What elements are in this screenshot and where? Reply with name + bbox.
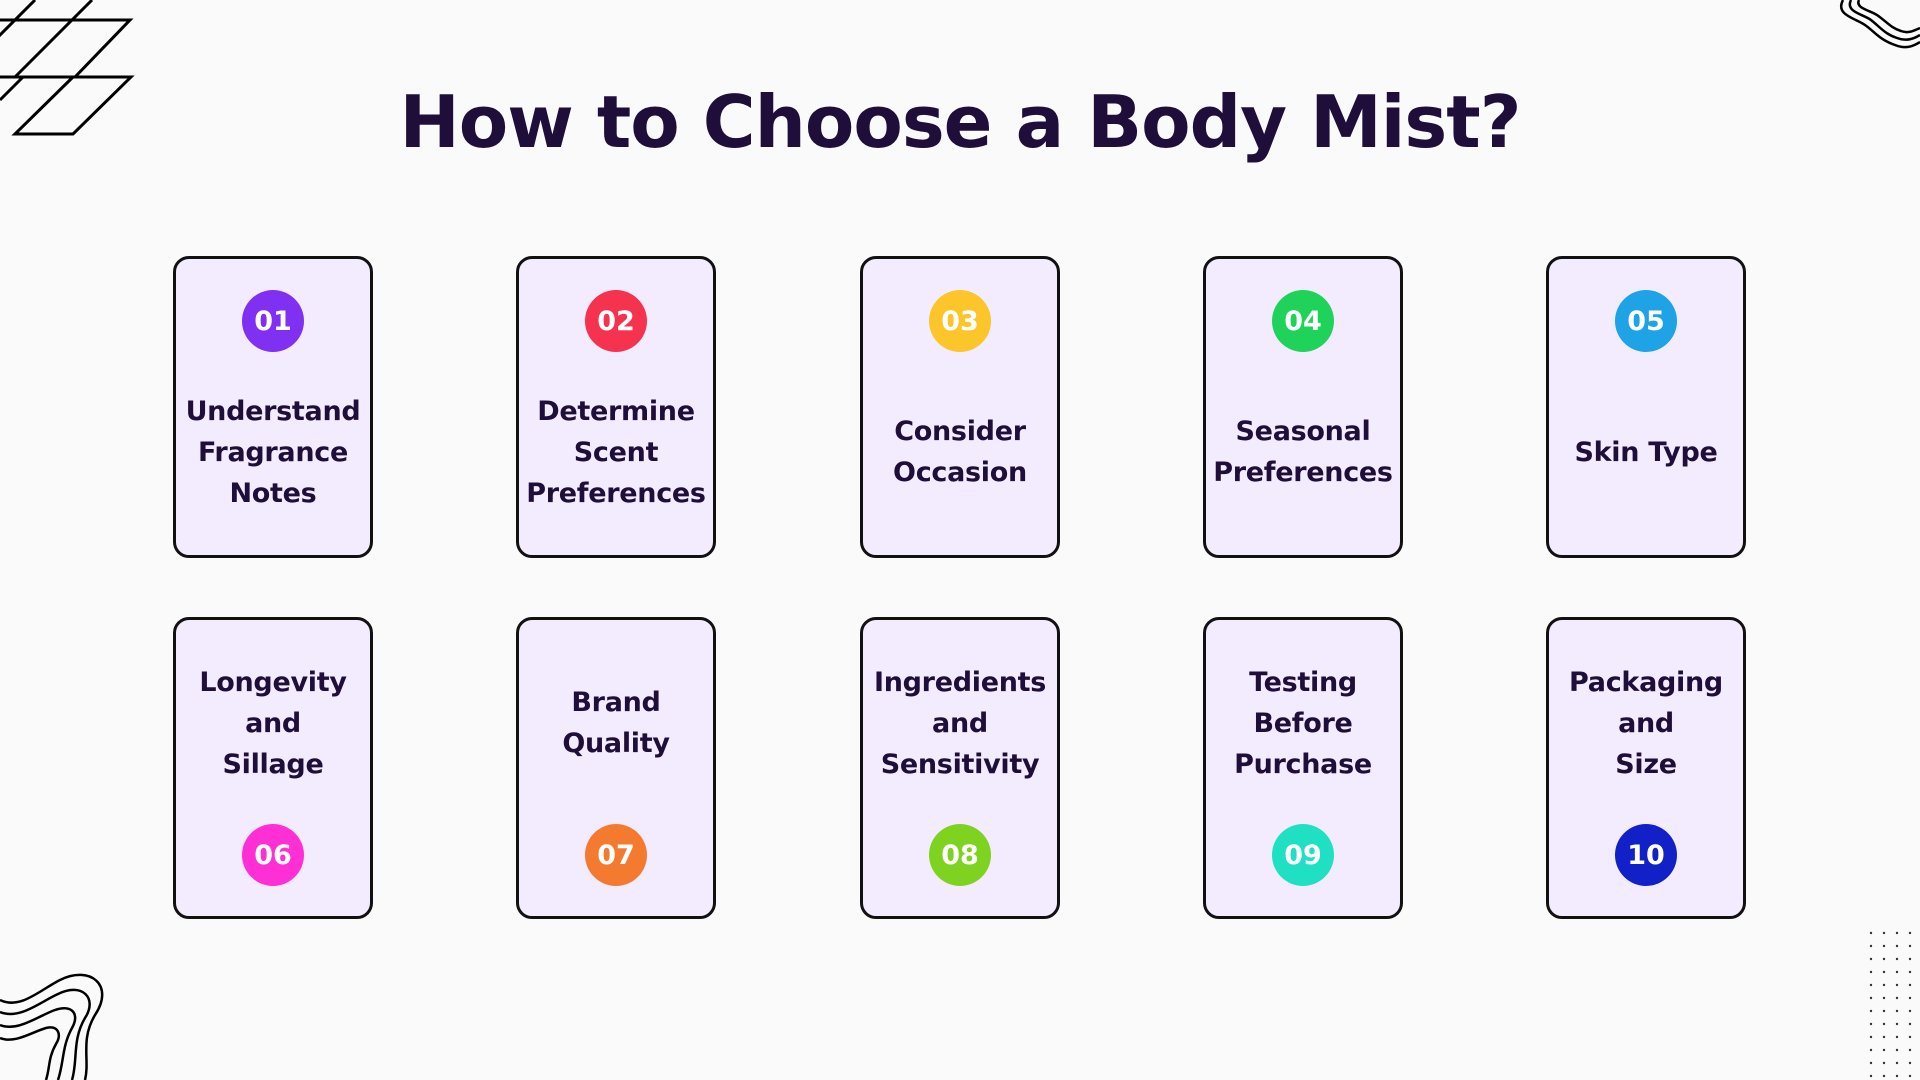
step-number-badge: 03 <box>929 290 991 352</box>
grid-lines-decoration <box>0 0 135 136</box>
page-title: How to Choose a Body Mist? <box>399 80 1522 164</box>
step-label: Testing Before Purchase <box>1234 666 1372 780</box>
step-card: 07 Brand Quality <box>516 617 716 919</box>
step-card: 06 Longevity and Sillage <box>173 617 373 919</box>
wavy-lines-decoration <box>1839 0 1920 49</box>
step-card: 09 Testing Before Purchase <box>1203 617 1403 919</box>
step-label: Longevity and Sillage <box>199 666 347 780</box>
step-card: 02 Determine Scent Preferences <box>516 256 716 558</box>
step-number-badge: 09 <box>1272 824 1334 886</box>
step-number-badge: 02 <box>585 290 647 352</box>
step-number-badge: 05 <box>1615 290 1677 352</box>
step-number-badge: 07 <box>585 824 647 886</box>
step-number-badge: 10 <box>1615 824 1677 886</box>
step-label: Packaging and Size <box>1569 666 1723 780</box>
step-label: Seasonal Preferences <box>1213 416 1393 488</box>
dot-grid-decoration <box>1868 930 1920 1080</box>
step-number-badge: 08 <box>929 824 991 886</box>
step-card: 04 Seasonal Preferences <box>1203 256 1403 558</box>
step-number-badge: 01 <box>242 290 304 352</box>
step-label: Ingredients and Sensitivity <box>873 666 1046 780</box>
step-label: Brand Quality <box>562 687 670 759</box>
step-label: Skin Type <box>1574 436 1718 468</box>
step-label: Determine Scent Preferences <box>526 395 706 509</box>
step-card: 01 Understand Fragrance Notes <box>173 256 373 558</box>
step-number-badge: 04 <box>1272 290 1334 352</box>
wavy-lines-decoration <box>0 973 104 1080</box>
step-number-badge: 06 <box>242 824 304 886</box>
step-card: 05 Skin Type <box>1546 256 1746 558</box>
step-card: 03 Consider Occasion <box>860 256 1060 558</box>
step-label: Understand Fragrance Notes <box>185 395 361 509</box>
step-card: 08 Ingredients and Sensitivity <box>860 617 1060 919</box>
step-card: 10 Packaging and Size <box>1546 617 1746 919</box>
step-label: Consider Occasion <box>893 416 1027 488</box>
